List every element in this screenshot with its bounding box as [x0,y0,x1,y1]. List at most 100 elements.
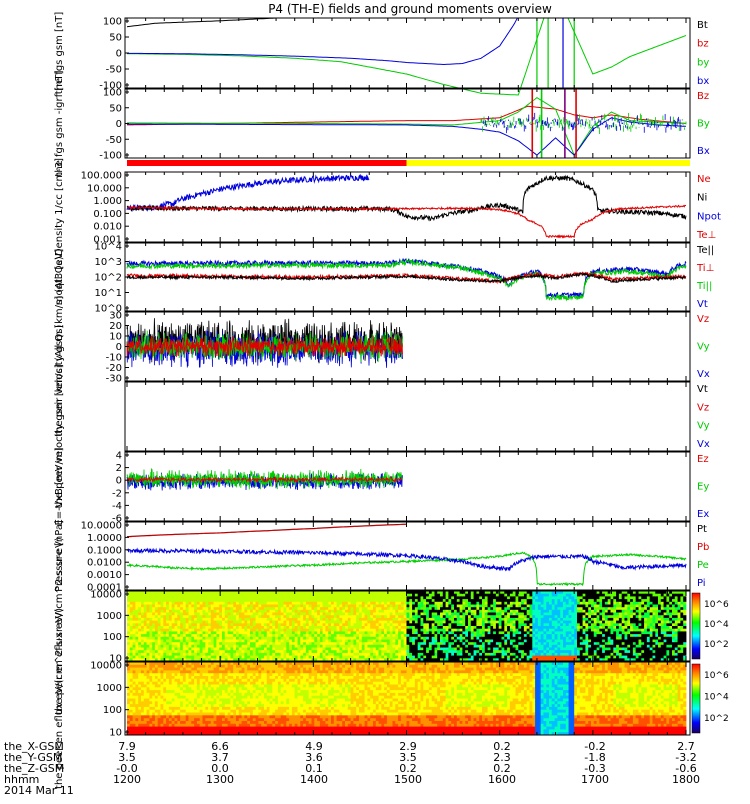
spectrogram-cell [585,615,588,618]
spectrogram-cell [574,599,577,602]
spectrogram-cell [339,650,342,653]
spectrogram-cell [331,599,334,602]
spectrogram-cell [303,640,306,643]
spectrogram-cell [147,626,150,629]
spectrogram-cell [258,656,261,659]
spectrogram-cell [580,645,583,648]
spectrogram-cell [289,640,292,643]
spectrogram-cell [312,653,315,656]
spectrogram-cell [611,602,614,605]
spectrogram-cell [566,599,569,602]
spectrogram-cell [328,605,331,608]
spectrogram-cell [532,637,535,640]
spectrogram-cell [328,623,331,626]
spectrogram-cell [270,618,273,621]
spectrogram-cell [597,656,600,659]
spectrogram-cell [569,596,572,599]
spectrogram-cell [557,623,560,626]
spectrogram-cell [409,605,412,608]
spectrogram-cell [228,610,231,613]
spectrogram-cell [415,613,418,616]
spectrogram-cell [390,631,393,634]
spectrogram-cell [426,610,429,613]
spectrogram-cell [303,621,306,624]
spectrogram-cell [175,637,178,640]
spectrogram-cell [465,645,468,648]
spectrogram-cell [367,629,370,632]
spectrogram-cell [393,650,396,653]
spectrogram-cell [144,634,147,637]
spectrogram-cell [532,626,535,629]
spectrogram-cell [560,650,563,653]
spectrogram-cell [166,599,169,602]
spectrogram-cell [597,623,600,626]
spectrogram-cell [158,605,161,608]
spectrogram-cell [216,596,219,599]
spectrogram-cell [303,610,306,613]
spectrogram-cell [258,631,261,634]
spectrogram-cell [557,605,560,608]
spectrogram-cell [155,650,158,653]
spectrogram-cell [429,626,432,629]
spectrogram-cell [591,634,594,637]
spectrogram-cell [474,648,477,651]
spectrogram-cell [418,637,421,640]
spectrogram-cell [462,650,465,653]
spectrogram-cell [317,602,320,605]
spectrogram-cell [566,634,569,637]
spectrogram-cell [423,631,426,634]
spectrogram-cell [395,640,398,643]
spectrogram-cell [457,653,460,656]
spectrogram-cell [149,629,152,632]
spectrogram-cell [323,637,326,640]
spectrogram-cell [258,626,261,629]
spectrogram-cell [356,599,359,602]
spectrogram-cell [325,602,328,605]
spectrogram-cell [306,621,309,624]
spectrogram-cell [158,621,161,624]
spectrogram-cell [552,626,555,629]
spectrogram-cell [407,650,410,653]
spectrogram-cell [555,645,558,648]
spectrogram-cell [133,653,136,656]
spectrogram-cell [314,610,317,613]
spectrogram-cell [594,653,597,656]
spectrogram-cell [418,629,421,632]
spectrogram-cell [163,640,166,643]
spectrogram-cell [189,634,192,637]
spectrogram-cell [619,605,622,608]
spectrogram-cell [356,621,359,624]
spectrogram-cell [471,629,474,632]
spectrogram-cell [507,602,510,605]
spectrogram-cell [328,653,331,656]
spectrogram-cell [141,648,144,651]
spectrogram-cell [421,640,424,643]
spectrogram-cell [233,634,236,637]
spectrogram-cell [474,637,477,640]
spectrogram-cell [594,634,597,637]
spectrogram-cell [524,648,527,651]
spectrogram-cell [186,594,189,597]
spectrogram-cell [334,610,337,613]
spectrogram-cell [437,599,440,602]
spectrogram-cell [230,599,233,602]
spectrogram-cell [499,645,502,648]
spectrogram-cell [552,621,555,624]
spectrogram-cell [566,626,569,629]
spectrogram-cell [437,594,440,597]
spectrogram-cell [219,648,222,651]
spectrogram-cell [186,615,189,618]
spectrogram-cell [135,594,138,597]
spectrogram-cell [381,618,384,621]
spectrogram-cell [602,610,605,613]
spectrogram-cell [409,629,412,632]
spectrogram-cell [457,640,460,643]
spectrogram-cell [242,656,245,659]
spectrogram-cell [530,621,533,624]
spectrogram-cell [359,596,362,599]
spectrogram-cell [230,637,233,640]
spectrogram-cell [404,605,407,608]
spectrogram-cell [555,640,558,643]
spectrogram-cell [437,621,440,624]
spectrogram-cell [172,629,175,632]
